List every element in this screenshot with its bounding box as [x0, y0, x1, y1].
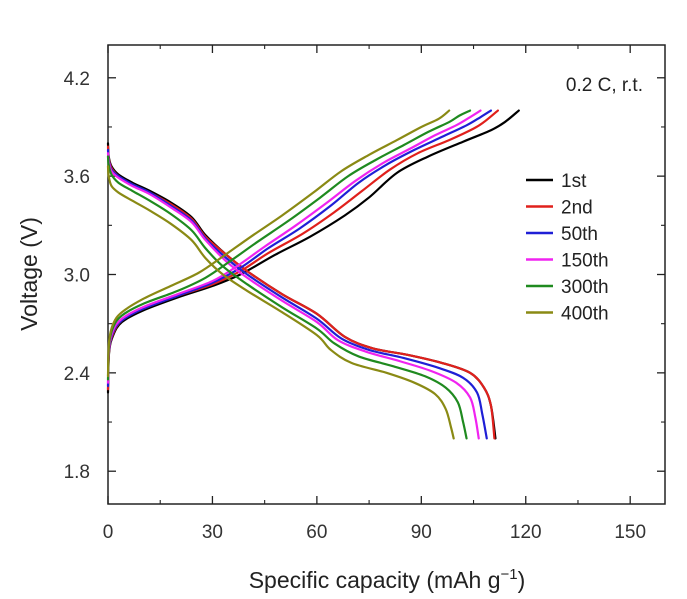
charge-curve-50th [106, 109, 493, 388]
legend-label-2nd: 2nd [561, 198, 593, 219]
legend-label-1st: 1st [561, 171, 587, 192]
x-tick-label: 0 [103, 522, 114, 543]
discharge-curve-300th [106, 155, 468, 440]
x-axis-title-main: Specific capacity (mAh g [249, 567, 501, 593]
discharge-curve-150th [106, 152, 480, 440]
y-tick-label: 3.6 [64, 167, 90, 188]
x-tick-label: 150 [614, 522, 646, 543]
legend-label-300th: 300th [561, 277, 609, 298]
x-tick-label: 90 [411, 522, 432, 543]
charge-curve-300th [106, 109, 472, 381]
x-tick-labels: 0 30 60 90 120 150 [103, 522, 646, 543]
x-tick-label: 30 [202, 522, 223, 543]
y-axis-title: Voltage (V) [16, 217, 42, 331]
x-tick-label: 60 [306, 522, 327, 543]
condition-annotation: 0.2 C, r.t. [566, 75, 643, 96]
y-tick-label: 2.4 [64, 364, 91, 385]
y-tick-label: 4.2 [64, 69, 90, 90]
y-tick-labels: 1.8 2.4 3.0 3.6 4.2 [64, 69, 91, 483]
charge-curve-1st [106, 109, 520, 394]
y-tick-label: 3.0 [64, 266, 90, 287]
discharge-curve-50th [106, 148, 488, 440]
legend-label-50th: 50th [561, 224, 598, 245]
axis-ticks [107, 45, 665, 504]
charge-curve-150th [106, 109, 482, 384]
y-tick-label: 1.8 [64, 462, 90, 483]
legend: 1st 2nd 50th 150th 300th 400th [526, 171, 609, 325]
x-axis-title: Specific capacity (mAh g−1) [249, 566, 526, 593]
plot-frame [107, 44, 666, 505]
x-tick-label: 120 [510, 522, 542, 543]
discharge-curve-1st [106, 142, 497, 440]
legend-label-150th: 150th [561, 251, 609, 272]
discharge-curve-400th [106, 165, 455, 440]
x-axis-title-end: ) [518, 567, 526, 593]
legend-label-400th: 400th [561, 304, 609, 325]
charge-curve-400th [106, 109, 451, 378]
x-axis-title-superscript: −1 [501, 566, 518, 583]
curves [106, 109, 520, 440]
